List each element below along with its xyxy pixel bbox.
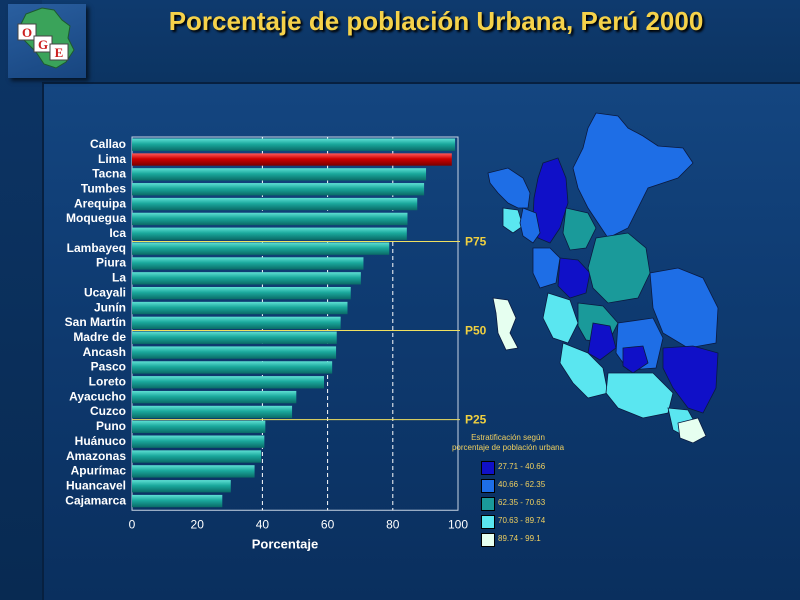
bar [132,390,297,404]
bar [132,346,337,359]
x-axis-label: Porcentaje [252,536,318,551]
x-tick-label: 80 [386,517,400,531]
bar [132,168,427,181]
oge-logo: O G E [8,4,86,78]
legend-swatch [481,533,495,547]
legend-swatch [481,479,495,493]
legend-label: 89.74 - 99.1 [498,534,541,543]
category-label: Cajamarca [65,493,126,507]
legend-title: Estratificación según porcentaje de pobl… [438,433,578,453]
bar [132,435,265,448]
bar [132,376,325,389]
logo-letter: E [55,45,64,60]
bar [132,212,408,226]
legend-swatch [481,461,495,475]
category-label: Lambayeq [67,241,126,255]
x-tick-label: 20 [191,517,205,531]
bar [132,257,364,270]
legend-title-line: porcentaje de población urbana [451,443,565,452]
bar [132,331,337,344]
category-label: Callao [90,137,126,151]
category-label: Moquegua [66,211,126,225]
category-label: Arequipa [74,196,126,210]
legend-label: 27.71 - 40.66 [498,462,546,471]
category-label: Ayacucho [69,389,126,403]
category-label: Madre de [73,330,126,344]
side-band [0,0,42,600]
bar [132,153,452,166]
category-label: Ica [109,226,126,240]
category-label: Puno [96,419,126,433]
header-band [0,0,800,82]
legend-label: 70.63 - 89.74 [498,516,546,525]
reference-label: P25 [465,413,487,427]
bar [132,227,407,240]
band-divider [42,82,44,600]
peru-map [478,108,728,448]
reference-label: P75 [465,234,487,248]
bar [132,242,390,255]
bar [132,450,262,463]
x-tick-label: 60 [321,517,335,531]
category-label: Tacna [92,167,126,181]
category-label: Huánuco [75,434,126,448]
bar [132,480,231,493]
category-label: Piura [96,256,126,270]
bar [132,287,351,300]
bar [132,183,425,196]
bar [132,361,333,374]
category-label: Ucayali [84,285,126,299]
peru-map-icon [487,112,719,444]
bar [132,197,418,211]
category-label: Amazonas [66,449,126,463]
x-tick-label: 0 [129,517,136,531]
page-title: Porcentaje de población Urbana, Perú 200… [168,6,704,36]
reference-label: P50 [465,324,487,338]
legend-title-line: Estratificación según [471,433,545,442]
category-label: Ancash [83,345,126,359]
x-tick-label: 100 [448,517,468,531]
bar [132,420,266,433]
category-label: La [112,271,126,285]
category-label: Tumbes [81,181,126,195]
band-divider [42,82,800,84]
bar [132,272,361,285]
logo-letter: G [38,37,48,52]
category-label: Pasco [91,360,126,374]
category-label: Apurímac [71,464,127,478]
legend-swatch [481,515,495,529]
legend-label: 40.66 - 62.35 [498,480,546,489]
category-label: Cuzco [90,404,126,418]
bar [132,316,341,330]
category-label: San Martín [65,315,126,329]
category-label: Loreto [89,375,126,389]
legend-label: 62.35 - 70.63 [498,498,546,507]
category-label: Junín [94,300,126,314]
bar [132,301,348,315]
bar [132,405,293,419]
bar [132,465,255,478]
category-label: Lima [98,152,126,166]
peru-logo-icon: O G E [17,7,75,69]
category-label: Huancavel [66,478,126,492]
legend-swatch [481,497,495,511]
bar [132,138,456,151]
x-tick-label: 40 [256,517,270,531]
logo-letter: O [22,25,32,40]
bar [132,494,223,508]
